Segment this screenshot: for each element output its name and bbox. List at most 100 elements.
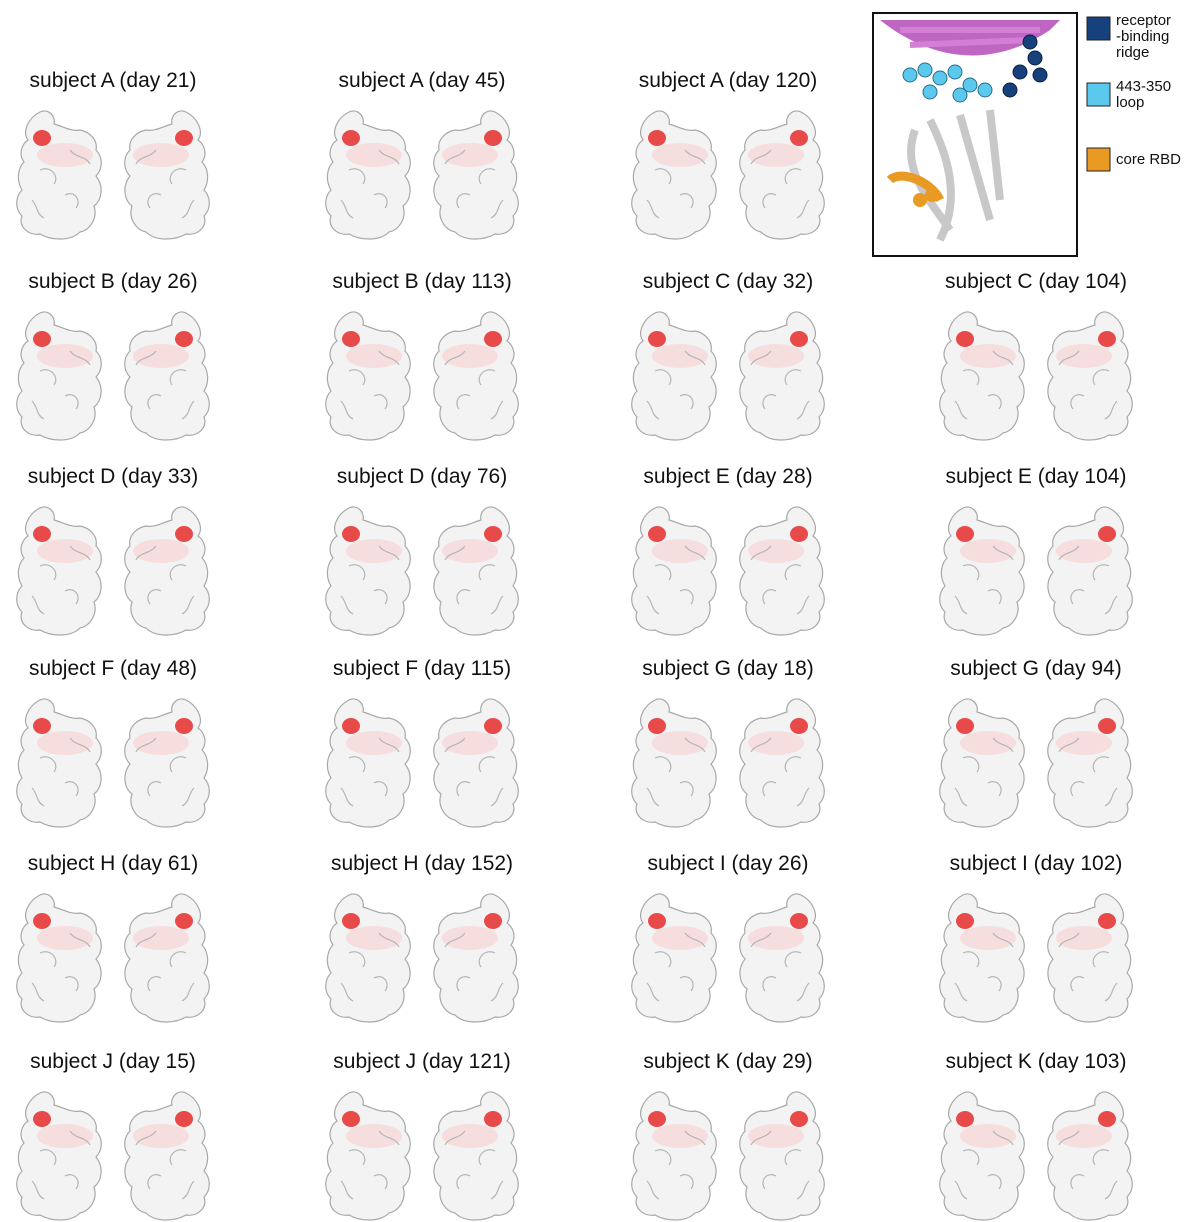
panel-title: subject D (day 33)	[28, 465, 198, 488]
surface-back	[125, 111, 210, 239]
surface-front	[632, 699, 717, 827]
panel: subject A (day 21)	[17, 69, 210, 239]
legend-label: 443-350	[1116, 78, 1171, 95]
surface-front	[17, 1092, 102, 1220]
structure-inset	[872, 12, 1078, 257]
surface-back	[125, 894, 210, 1022]
panel-title: subject H (day 152)	[331, 852, 513, 875]
panel-title: subject D (day 76)	[337, 465, 507, 488]
surface-back	[1048, 894, 1133, 1022]
panel-title: subject A (day 45)	[339, 69, 506, 92]
legend-label: receptor	[1116, 12, 1171, 29]
panel: subject F (day 48)	[17, 657, 210, 827]
surface-back	[434, 111, 519, 239]
surface-back	[1048, 312, 1133, 440]
surface-front	[940, 699, 1025, 827]
surface-back	[740, 507, 825, 635]
legend-swatch	[1086, 147, 1111, 172]
panel: subject D (day 76)	[326, 465, 519, 635]
panel-title: subject C (day 32)	[643, 270, 813, 293]
panel: subject G (day 94)	[940, 657, 1133, 827]
panel: subject B (day 26)	[17, 270, 210, 440]
surface-back	[434, 894, 519, 1022]
panel-title: subject E (day 104)	[946, 465, 1127, 488]
surface-back	[740, 111, 825, 239]
surface-front	[17, 312, 102, 440]
surface-back	[125, 1092, 210, 1220]
surface-front	[940, 312, 1025, 440]
panel: subject J (day 121)	[326, 1050, 519, 1220]
panel-title: subject B (day 113)	[332, 270, 511, 293]
surface-back	[740, 699, 825, 827]
panel-title: subject H (day 61)	[28, 852, 198, 875]
surface-front	[326, 894, 411, 1022]
surface-back	[434, 1092, 519, 1220]
surface-back	[1048, 507, 1133, 635]
panel-title: subject C (day 104)	[945, 270, 1127, 293]
surface-back	[125, 699, 210, 827]
surface-front	[326, 312, 411, 440]
panel-title: subject F (day 48)	[29, 657, 197, 680]
surface-front	[17, 507, 102, 635]
panel-title: subject I (day 102)	[950, 852, 1123, 875]
panel: subject A (day 45)	[326, 69, 519, 239]
panel: subject I (day 26)	[632, 852, 825, 1022]
panel: subject E (day 104)	[940, 465, 1133, 635]
panel: subject A (day 120)	[632, 69, 825, 239]
panel: subject H (day 61)	[17, 852, 210, 1022]
surface-back	[740, 312, 825, 440]
surface-front	[632, 111, 717, 239]
panel-title: subject A (day 120)	[639, 69, 818, 92]
panel: subject C (day 32)	[632, 270, 825, 440]
panel: subject G (day 18)	[632, 657, 825, 827]
surface-front	[17, 111, 102, 239]
surface-back	[1048, 699, 1133, 827]
panel: subject D (day 33)	[17, 465, 210, 635]
panel-title: subject F (day 115)	[333, 657, 511, 680]
panel: subject E (day 28)	[632, 465, 825, 635]
panel-title: subject K (day 29)	[643, 1050, 812, 1073]
legend-swatch	[1086, 82, 1111, 107]
legend-label: core RBD	[1116, 151, 1181, 168]
panel-title: subject I (day 26)	[647, 852, 808, 875]
legend-label: loop	[1116, 94, 1144, 111]
surface-front	[17, 894, 102, 1022]
panel: subject B (day 113)	[326, 270, 519, 440]
surface-front	[17, 699, 102, 827]
panel: subject I (day 102)	[940, 852, 1133, 1022]
surface-back	[434, 312, 519, 440]
legend-label: -binding	[1116, 28, 1169, 45]
surface-back	[434, 699, 519, 827]
surface-back	[740, 894, 825, 1022]
surface-front	[940, 894, 1025, 1022]
surface-back	[125, 312, 210, 440]
surface-front	[632, 894, 717, 1022]
surface-front	[326, 507, 411, 635]
surface-front	[632, 507, 717, 635]
panel-title: subject B (day 26)	[28, 270, 197, 293]
panel-title: subject J (day 121)	[333, 1050, 510, 1073]
panel: subject J (day 15)	[17, 1050, 210, 1220]
panel-title: subject G (day 94)	[950, 657, 1122, 680]
legend-swatch	[1086, 16, 1111, 41]
surface-back	[125, 507, 210, 635]
panel: subject H (day 152)	[326, 852, 519, 1022]
panel: subject K (day 103)	[940, 1050, 1133, 1220]
panel: subject K (day 29)	[632, 1050, 825, 1220]
surface-front	[940, 507, 1025, 635]
surface-back	[434, 507, 519, 635]
surface-front	[940, 1092, 1025, 1220]
surface-front	[632, 1092, 717, 1220]
surface-back	[740, 1092, 825, 1220]
surface-front	[326, 1092, 411, 1220]
surface-front	[326, 111, 411, 239]
legend-label: ridge	[1116, 44, 1149, 61]
panel-title: subject J (day 15)	[30, 1050, 196, 1073]
surface-back	[1048, 1092, 1133, 1220]
panel: subject F (day 115)	[326, 657, 519, 827]
surface-front	[326, 699, 411, 827]
panel-title: subject E (day 28)	[643, 465, 812, 488]
panel-title: subject A (day 21)	[30, 69, 197, 92]
panel: subject C (day 104)	[940, 270, 1133, 440]
